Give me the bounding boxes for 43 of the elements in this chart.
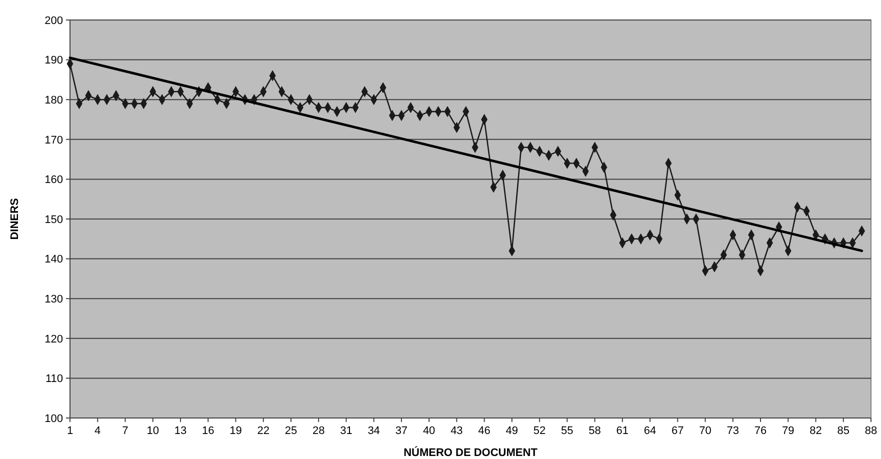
x-tick-label: 31	[340, 425, 352, 437]
x-tick-label: 58	[588, 425, 601, 437]
x-tick-label: 13	[174, 425, 187, 437]
x-tick-label: 4	[94, 425, 101, 437]
x-tick-label: 88	[864, 425, 878, 437]
y-tick-label: 170	[44, 134, 63, 146]
x-tick-label: 76	[754, 425, 767, 437]
y-tick-label: 180	[44, 94, 63, 106]
y-tick-label: 150	[44, 214, 63, 226]
x-tick-label: 37	[395, 425, 408, 437]
x-tick-label: 25	[284, 425, 298, 437]
x-axis-title: NÚMERO DE DOCUMENT	[404, 446, 538, 459]
x-tick-label: 1	[66, 425, 74, 437]
x-tick-label: 52	[533, 425, 546, 437]
x-tick-label: 73	[726, 425, 740, 437]
x-tick-label: 85	[837, 425, 850, 437]
y-tick-label: 130	[44, 293, 63, 306]
x-tick-label: 64	[644, 425, 656, 437]
y-tick-label: 200	[44, 14, 63, 27]
x-tick-label: 40	[422, 425, 436, 437]
x-tick-label: 49	[506, 425, 518, 437]
y-tick-label: 100	[44, 412, 63, 425]
x-tick-label: 43	[450, 425, 463, 437]
y-tick-label: 120	[44, 333, 63, 346]
x-tick-label: 28	[312, 425, 325, 437]
x-tick-label: 61	[616, 425, 629, 437]
y-axis-title: DINERS	[9, 198, 21, 240]
x-tick-label: 7	[122, 425, 128, 437]
x-tick-label: 22	[257, 425, 270, 437]
x-tick-label: 46	[478, 425, 490, 437]
y-tick-label: 140	[44, 254, 63, 266]
y-tick-label: 190	[44, 54, 63, 67]
x-tick-label: 10	[146, 425, 159, 437]
x-tick-label: 67	[672, 425, 684, 437]
y-tick-label: 160	[44, 174, 63, 186]
x-tick-label: 16	[202, 425, 214, 437]
y-tick-label: 110	[45, 373, 63, 386]
x-tick-label: 19	[230, 425, 242, 437]
x-tick-label: 55	[561, 425, 574, 437]
x-tick-label: 70	[699, 425, 712, 437]
x-tick-label: 34	[368, 425, 380, 437]
x-tick-label: 79	[782, 425, 794, 437]
x-tick-label: 82	[810, 425, 822, 437]
